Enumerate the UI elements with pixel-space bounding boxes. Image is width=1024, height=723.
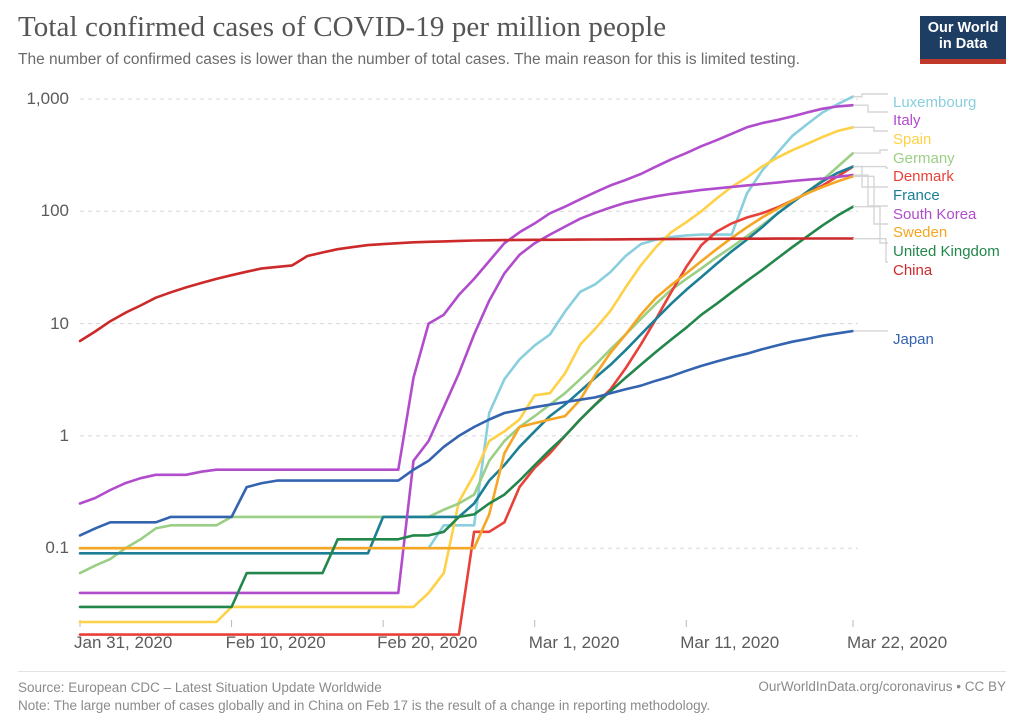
- legend-label-south-korea[interactable]: South Korea: [893, 206, 977, 223]
- series-line-italy[interactable]: [78, 103, 855, 505]
- x-axis-tick-label: Mar 11, 2020: [680, 633, 780, 652]
- leader-line: [853, 126, 888, 132]
- series-line-germany[interactable]: [78, 151, 855, 575]
- legend-label-japan[interactable]: Japan: [893, 330, 934, 348]
- series-line-sweden[interactable]: [78, 175, 855, 550]
- our-world-in-data-logo[interactable]: Our World in Data: [920, 16, 1006, 64]
- x-axis-tick-label: Feb 10, 2020: [225, 633, 326, 652]
- series-lines: [78, 95, 855, 636]
- chart-footer: Source: European CDC – Latest Situation …: [18, 671, 1006, 715]
- leader-line: [853, 174, 888, 207]
- logo-line-2: in Data: [938, 36, 988, 52]
- legend-label-china[interactable]: China: [893, 262, 933, 279]
- footer-divider: [18, 671, 1006, 672]
- legend-label-france[interactable]: France: [893, 187, 940, 204]
- x-axis-tick-label: Mar 22, 2020: [847, 633, 948, 652]
- series-line-china[interactable]: [78, 237, 855, 343]
- leader-line: [853, 165, 888, 169]
- legend-label-italy[interactable]: Italy: [893, 112, 921, 129]
- chart-header: Total confirmed cases of COVID-19 per mi…: [18, 10, 1006, 69]
- source-text: Source: European CDC – Latest Situation …: [18, 680, 382, 695]
- legend-label-denmark[interactable]: Denmark: [893, 168, 954, 185]
- y-axis-tick-label: 1,000: [26, 89, 69, 108]
- x-axis-tick-label: Jan 31, 2020: [74, 633, 173, 652]
- series-line-united-kingdom[interactable]: [78, 205, 855, 609]
- gridlines: [80, 98, 858, 549]
- legend-label-spain[interactable]: Spain: [893, 131, 932, 148]
- leader-line: [853, 149, 888, 154]
- leader-line: [853, 93, 888, 98]
- leader-line: [853, 238, 888, 263]
- leader-line: [853, 175, 888, 225]
- legend-label-united-kingdom[interactable]: United Kingdom: [893, 243, 1000, 260]
- series-line-japan[interactable]: [78, 329, 855, 537]
- legend-label-germany[interactable]: Germany: [893, 150, 955, 167]
- y-axis-tick-label: 10: [50, 313, 69, 333]
- legend-label-sweden[interactable]: Sweden: [893, 224, 948, 241]
- page-title: Total confirmed cases of COVID-19 per mi…: [18, 11, 667, 43]
- x-axis-tick-label: Feb 20, 2020: [377, 633, 478, 652]
- note-text: Note: The large number of cases globally…: [18, 698, 711, 713]
- leader-line: [853, 205, 888, 244]
- series-line-denmark[interactable]: [78, 165, 855, 636]
- attribution-text[interactable]: OurWorldInData.org/coronavirus • CC BY: [758, 679, 1006, 694]
- legend-leader-lines: [853, 93, 888, 332]
- y-axis-tick-label: 100: [40, 201, 69, 221]
- series-line-spain[interactable]: [78, 126, 855, 624]
- x-axis-tick-label: Mar 1, 2020: [528, 633, 620, 652]
- series-line-france[interactable]: [78, 165, 855, 555]
- series-line-south-korea[interactable]: [78, 173, 855, 595]
- logo-line-1: Our World: [927, 20, 999, 36]
- series-line-luxembourg[interactable]: [78, 95, 855, 550]
- y-axis-tick-label: 0.1: [45, 538, 69, 558]
- y-axis-tick-label: 1: [59, 425, 69, 445]
- legend-label-luxembourg[interactable]: Luxembourg: [893, 94, 977, 111]
- chart-subtitle: The number of confirmed cases is lower t…: [18, 51, 800, 68]
- leader-line: [853, 104, 888, 113]
